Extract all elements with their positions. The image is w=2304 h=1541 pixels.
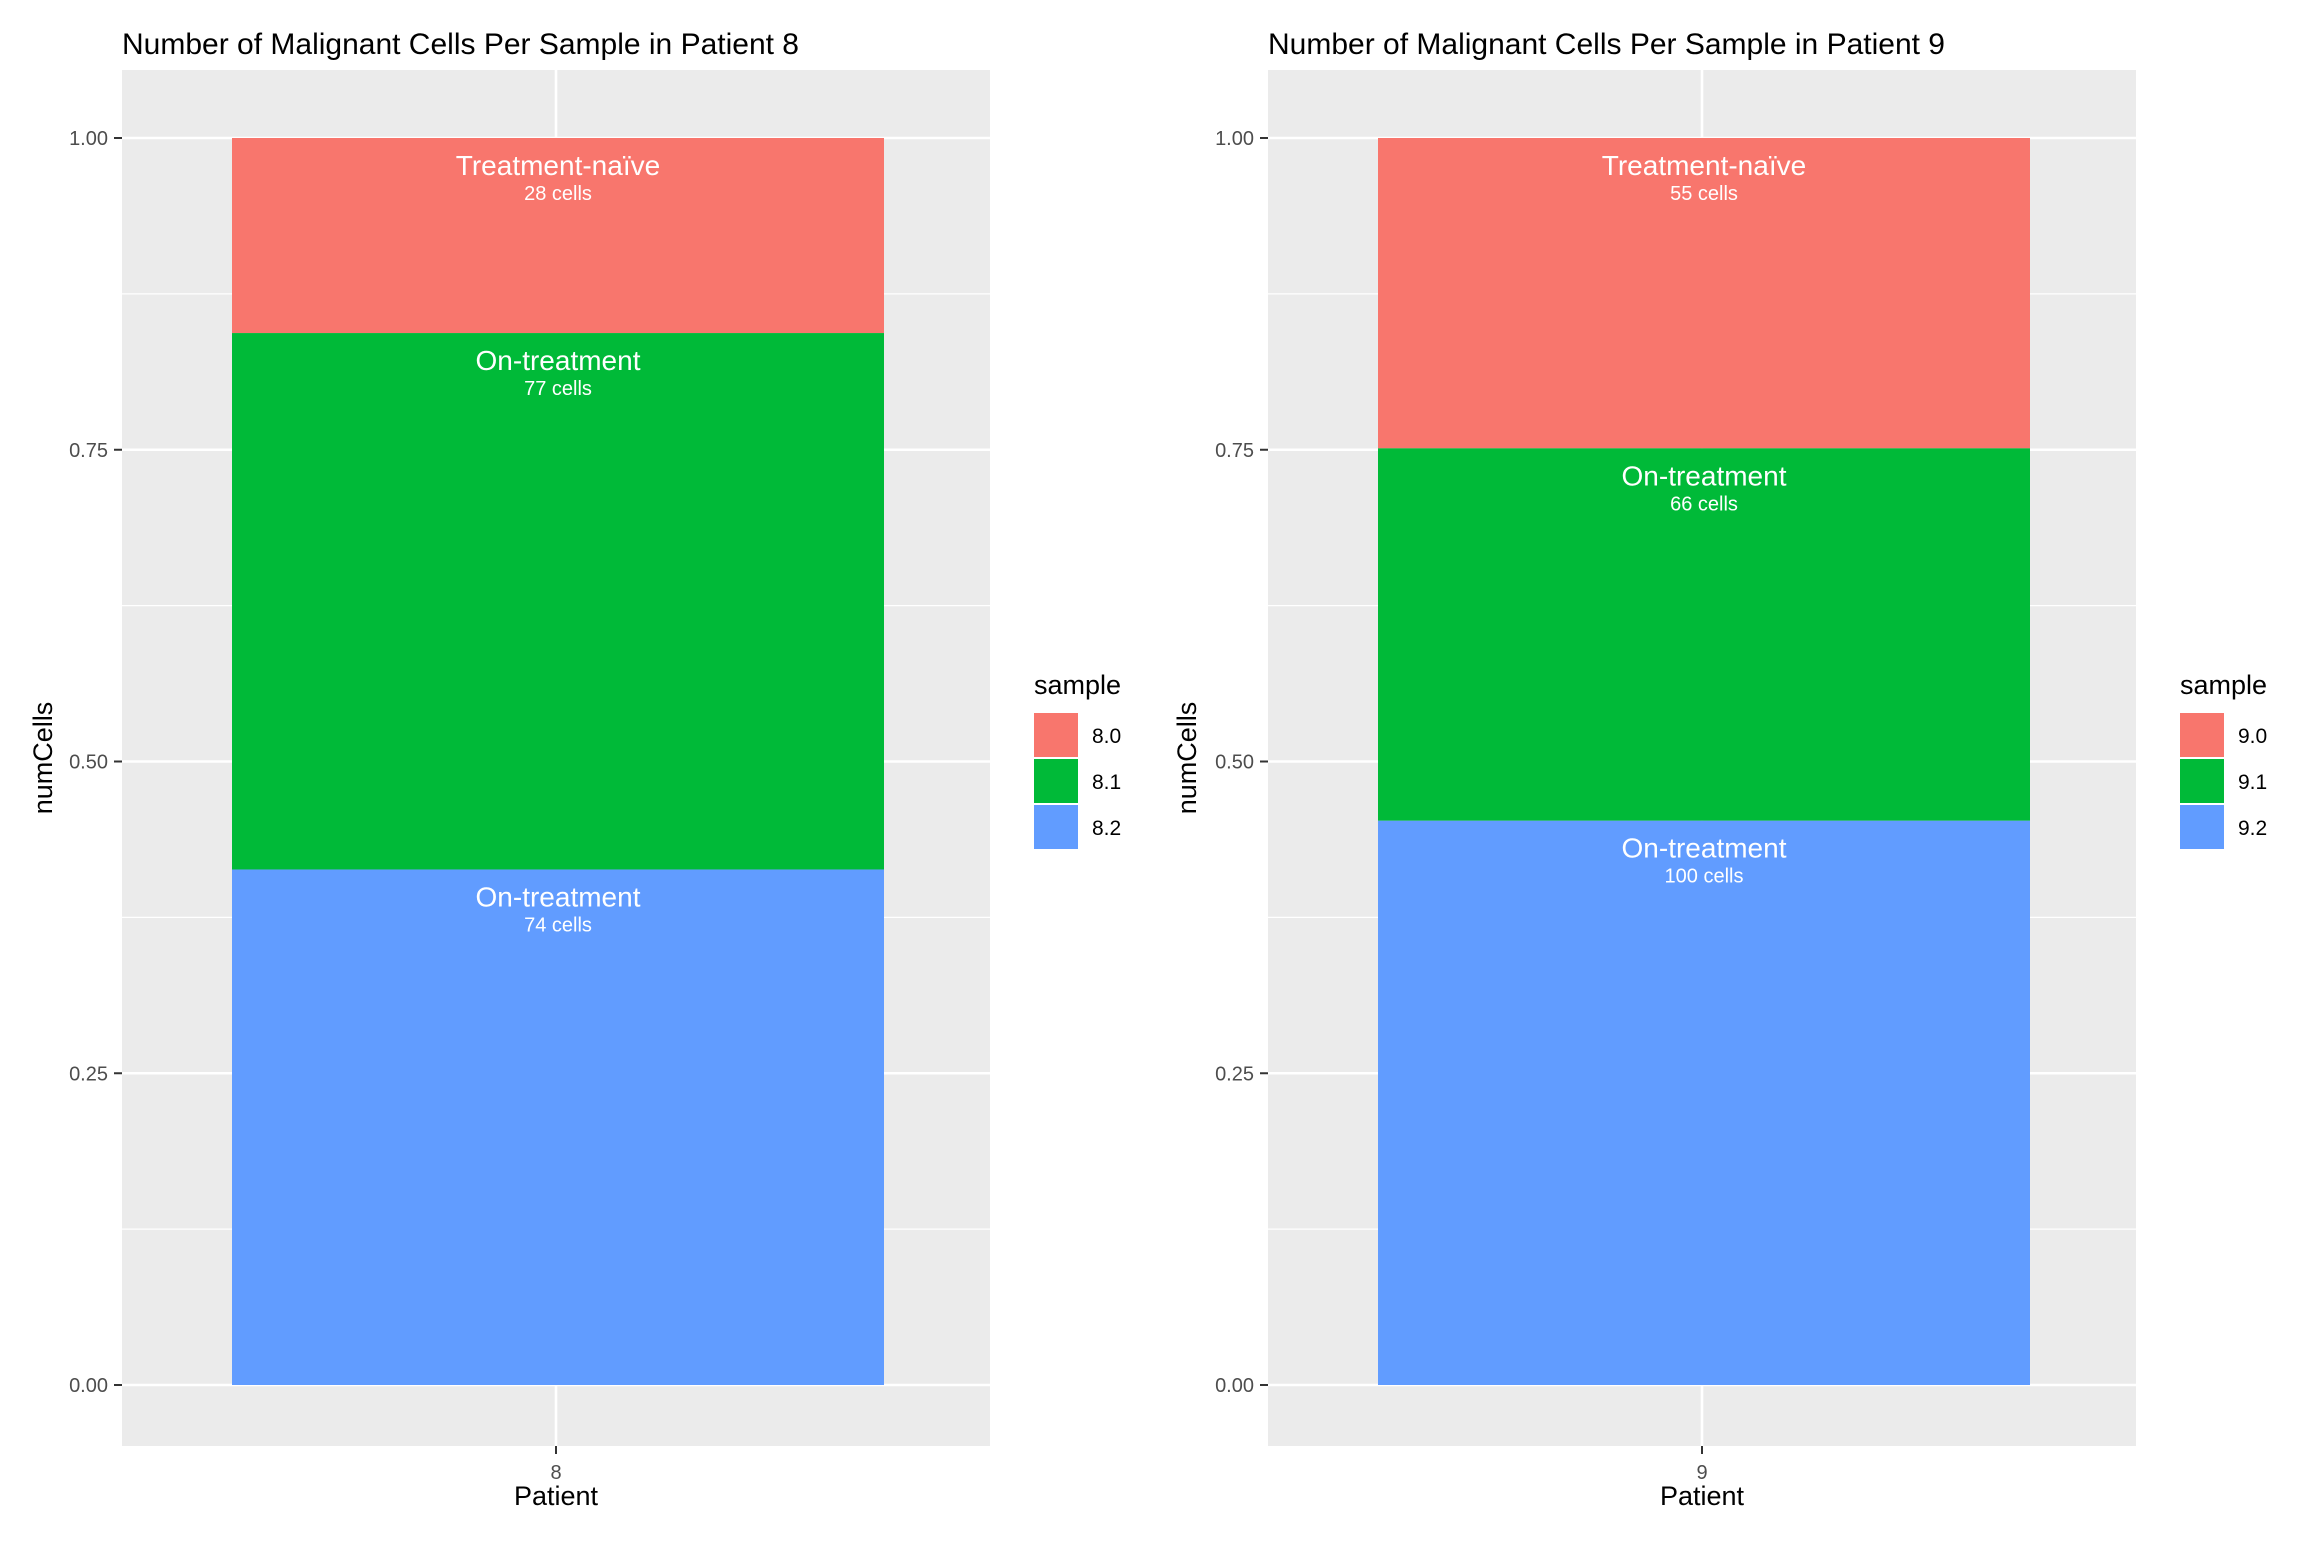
chart-1-y-tick-label: 0.50	[69, 752, 108, 774]
chart-1-y-tick-label: 1.00	[69, 128, 108, 150]
chart-1-title: Number of Malignant Cells Per Sample in …	[122, 28, 799, 61]
chart-2-legend-key-9.1[interactable]	[2180, 759, 2224, 803]
chart-2-bar-9.0[interactable]	[1378, 138, 2030, 449]
chart-2-legend-label-9.2: 9.2	[2238, 817, 2267, 840]
chart-2-bar-label-9.1: On-treatment	[1622, 460, 1787, 491]
chart-2-bar-9.2[interactable]	[1378, 820, 2030, 1385]
chart-1-bar-count-8.0: 28 cells	[524, 183, 592, 205]
chart-2-y-tick-label: 0.00	[1215, 1375, 1254, 1397]
chart-2-y-tick-label: 0.75	[1215, 440, 1254, 462]
chart-1-bar-label-8.0: Treatment-naïve	[456, 150, 660, 181]
chart-1-legend-title: sample	[1034, 670, 1121, 700]
chart-2-bar-label-9.2: On-treatment	[1622, 833, 1787, 864]
chart-1-y-tick-label: 0.00	[69, 1375, 108, 1397]
chart-2-bar-9.1[interactable]	[1378, 448, 2030, 821]
chart-1-legend-key-8.1[interactable]	[1034, 759, 1078, 803]
chart-1-bar-count-8.2: 74 cells	[524, 914, 592, 936]
chart-1-bar-label-8.2: On-treatment	[476, 881, 641, 912]
chart-1-bar-label-8.1: On-treatment	[476, 345, 641, 376]
chart-2-bar-label-9.0: Treatment-naïve	[1602, 150, 1806, 181]
chart-1-legend-key-8.2[interactable]	[1034, 805, 1078, 849]
chart-2-legend-key-9.0[interactable]	[2180, 713, 2224, 757]
chart-2-y-axis-title: numCells	[1172, 702, 1202, 815]
chart-2-y-tick-label: 0.50	[1215, 752, 1254, 774]
chart-2-legend-label-9.1: 9.1	[2238, 771, 2267, 794]
chart-1-y-tick-label: 0.25	[69, 1063, 108, 1085]
chart-1-bar-8.2[interactable]	[232, 869, 884, 1385]
chart-2-y-tick-label: 1.00	[1215, 128, 1254, 150]
chart-2-x-axis-title: Patient	[1660, 1481, 1745, 1511]
chart-1-bar-8.0[interactable]	[232, 138, 884, 334]
chart-1-x-tick-label: 8	[550, 1462, 561, 1484]
chart-2-title: Number of Malignant Cells Per Sample in …	[1268, 28, 1945, 61]
chart-2-x-tick-label: 9	[1696, 1462, 1707, 1484]
chart-2-bar-count-9.1: 66 cells	[1670, 493, 1738, 515]
chart-2-legend-key-9.2[interactable]	[2180, 805, 2224, 849]
chart-1-legend-label-8.0: 8.0	[1092, 725, 1121, 748]
chart-2-y-tick-label: 0.25	[1215, 1063, 1254, 1085]
chart-2-legend-title: sample	[2180, 670, 2267, 700]
chart-2-bar-count-9.0: 55 cells	[1670, 183, 1738, 205]
chart-1-y-tick-label: 0.75	[69, 440, 108, 462]
chart-1-legend-label-8.1: 8.1	[1092, 771, 1121, 794]
chart-1-y-axis-title: numCells	[28, 702, 58, 815]
chart-1-x-axis-title: Patient	[514, 1481, 599, 1511]
chart-2-legend-label-9.0: 9.0	[2238, 725, 2267, 748]
chart-1-legend-label-8.2: 8.2	[1092, 817, 1121, 840]
chart-1-bar-8.1[interactable]	[232, 333, 884, 870]
chart-1-legend-key-8.0[interactable]	[1034, 713, 1078, 757]
chart-2-bar-count-9.2: 100 cells	[1665, 866, 1744, 888]
chart-1-bar-count-8.1: 77 cells	[524, 378, 592, 400]
